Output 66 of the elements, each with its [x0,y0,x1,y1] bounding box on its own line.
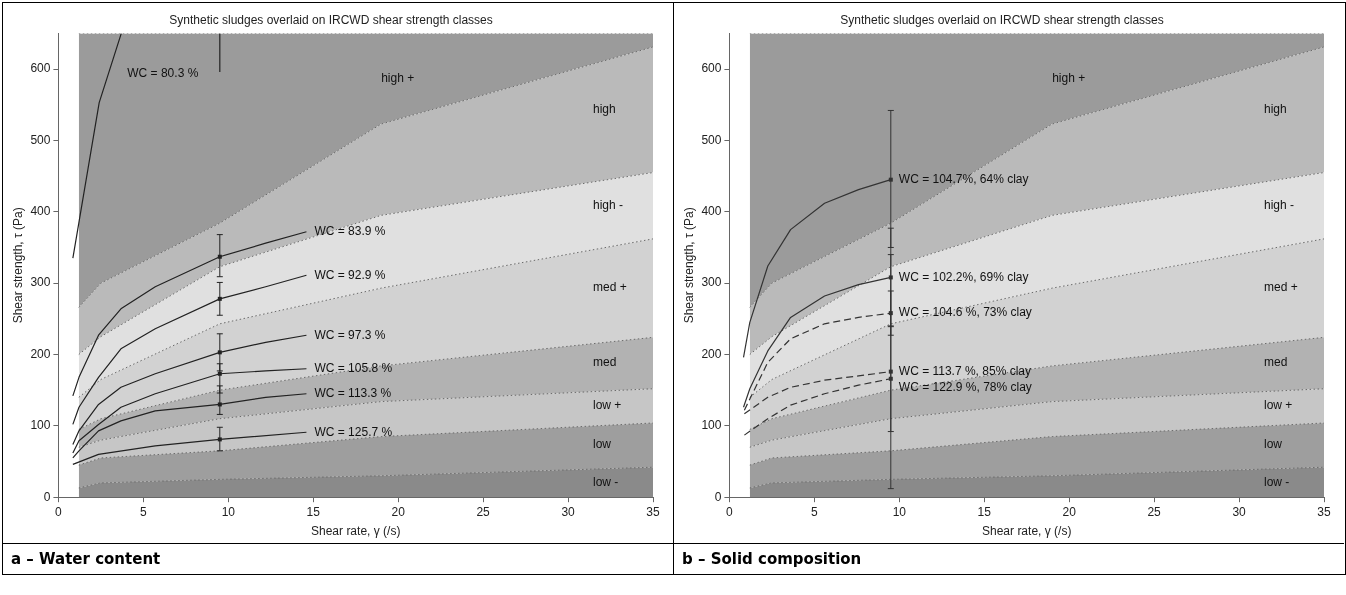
x-tick-label: 10 [221,504,236,519]
y-tick-label: 200 [701,346,722,361]
series-label: WC = 125.7 % [314,424,393,439]
x-tick-label: 0 [726,504,734,519]
series-label: WC = 113.3 % [314,386,392,401]
text: a – Water content [3,543,673,574]
y-tick-label: 0 [43,489,51,504]
y-tick-label: 500 [30,132,51,147]
x-tick-label: 35 [1317,504,1331,519]
x-tick-label: 5 [811,504,819,519]
series-label: med [1264,355,1288,370]
x-tick-label: 25 [1147,504,1162,519]
x-axis-title: Shear rate, γ (/s) [311,524,401,539]
series-label: med + [593,280,627,295]
series-label: high - [593,198,624,213]
series-label: WC = 97.3 % [314,327,386,342]
chart-title: Synthetic sludges overlaid on IRCWD shear strength classes [840,12,1164,27]
x-tick-label: 10 [892,504,907,519]
y-tick-label: 400 [701,204,722,219]
series-label: WC = 92.9 % [314,267,386,282]
x-tick-label: 0 [55,504,63,519]
series-label: WC = 104.7%, 64% clay [898,171,1029,186]
series-label: low [1264,437,1283,452]
y-tick-label: 200 [30,346,51,361]
y-tick-label: 100 [30,418,51,433]
x-tick-label: 15 [306,504,321,519]
text: b – Solid composition [674,543,1344,574]
series-label: WC = 122.9 %, 78% clay [898,379,1032,394]
x-tick-label: 5 [140,504,148,519]
y-tick-label: 400 [30,204,51,219]
series-label: WC = 104.6 %, 73% clay [898,305,1032,320]
x-tick-label: 30 [561,504,576,519]
series-label: low + [593,398,622,413]
x-axis-title: Shear rate, γ (/s) [982,524,1072,539]
series-label: WC = 113.7 %, 85% clay [898,363,1031,378]
series-label: low - [593,474,619,489]
chart-title: Synthetic sludges overlaid on IRCWD shear strength classes [169,12,493,27]
x-tick-label: 20 [391,504,406,519]
series-label: high + [381,71,415,86]
x-tick-label: 30 [1232,504,1247,519]
series-label: high [1264,102,1287,117]
series-label: low [593,437,612,452]
x-tick-label: 35 [646,504,660,519]
series-label: WC = 80.3 % [127,65,199,80]
series-label: med + [1264,280,1298,295]
x-tick-label: 25 [476,504,491,519]
y-tick-label: 300 [701,275,722,290]
y-tick-label: 600 [30,61,51,76]
y-axis-title: Shear strength, τ (Pa) [10,207,25,324]
y-tick-label: 500 [701,132,722,147]
y-tick-label: 300 [30,275,51,290]
y-tick-label: 0 [714,489,722,504]
series-label: high + [1052,71,1086,86]
y-axis-title: Shear strength, τ (Pa) [681,207,696,324]
series-label: WC = 83.9 % [314,224,386,239]
series-label: med [593,355,617,370]
series-label: WC = 102.2%, 69% clay [898,269,1029,284]
series-label: low - [1264,474,1290,489]
series-label: high - [1264,198,1295,213]
y-tick-label: 100 [701,418,722,433]
series-label: low + [1264,398,1293,413]
series-label: high [593,102,616,117]
series-label: WC = 105.8 % [314,361,393,376]
y-tick-label: 600 [701,61,722,76]
x-tick-label: 15 [977,504,992,519]
x-tick-label: 20 [1062,504,1077,519]
